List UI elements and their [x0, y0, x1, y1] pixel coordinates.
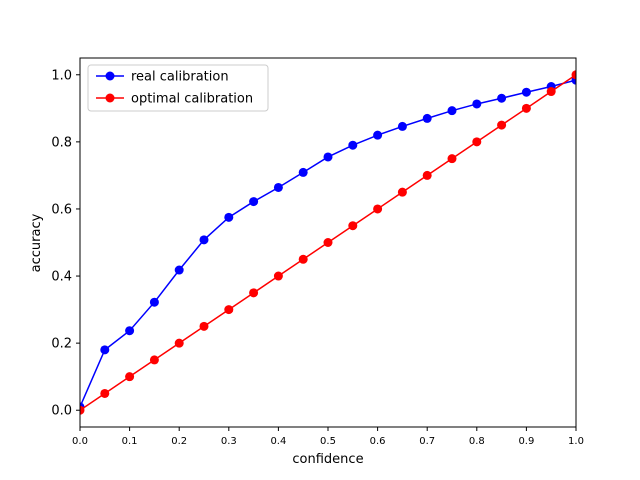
legend-label: optimal calibration [131, 92, 253, 107]
data-point [373, 204, 383, 214]
y-tick-label: 1.0 [51, 68, 72, 83]
data-point [348, 221, 358, 231]
x-tick-label: 0.9 [518, 436, 534, 447]
data-point [422, 113, 432, 123]
legend-marker [105, 71, 115, 81]
data-point [273, 182, 283, 192]
data-point [249, 288, 259, 298]
x-tick-label: 0.2 [171, 436, 187, 447]
axis-ticks: 0.0 0.1 0.2 0.3 0.4 0.5 0.6 0.7 0.8 0.9 1.0 0.0 0.2 0… [51, 68, 584, 447]
data-point [298, 254, 308, 264]
data-point [447, 106, 457, 116]
data-point [224, 305, 234, 315]
data-point [323, 238, 333, 247]
x-tick-label: 0.6 [370, 436, 386, 447]
data-point [149, 355, 159, 365]
data-point [397, 121, 407, 131]
data-point [174, 265, 184, 275]
data-point [273, 271, 283, 281]
legend-entry: real calibration [96, 70, 229, 85]
data-point [224, 212, 234, 222]
data-point [125, 372, 135, 382]
y-tick-label: 0.0 [51, 404, 72, 419]
data-point [348, 140, 358, 150]
y-axis-label: accuracy [29, 213, 44, 272]
x-tick-label: 0.7 [419, 436, 435, 447]
legend-marker [105, 93, 115, 103]
data-point [497, 93, 507, 103]
data-point [546, 87, 556, 97]
x-tick-label: 0.0 [72, 436, 88, 447]
data-point [125, 326, 135, 336]
data-point [422, 170, 432, 180]
legend-label: real calibration [131, 70, 229, 85]
data-point [298, 167, 308, 177]
y-tick-label: 0.2 [51, 337, 72, 352]
data-point [174, 338, 184, 348]
data-point [472, 99, 482, 109]
x-axis-label: confidence [292, 452, 363, 467]
legend: real calibration optimal calibration [87, 64, 269, 112]
data-point [199, 321, 209, 331]
data-point [100, 388, 110, 398]
data-point [497, 120, 507, 130]
y-tick-label: 0.8 [51, 135, 72, 150]
data-point [397, 187, 407, 197]
x-tick-label: 0.5 [320, 436, 336, 447]
data-point [472, 137, 482, 147]
legend-entry: optimal calibration [96, 92, 253, 107]
data-point [100, 345, 110, 355]
series-optimal-calibration [80, 70, 576, 415]
data-point [149, 297, 159, 307]
data-point [373, 130, 383, 140]
data-point [323, 152, 333, 162]
data-point [571, 70, 576, 80]
x-tick-label: 0.4 [270, 436, 286, 447]
x-tick-label: 0.8 [469, 436, 485, 447]
y-tick-label: 0.6 [51, 202, 72, 217]
series-real-calibration [80, 75, 576, 412]
legend-box [87, 64, 269, 112]
x-tick-label: 0.1 [122, 436, 138, 447]
data-point [521, 103, 531, 113]
data-point [80, 405, 85, 415]
data-point [199, 235, 209, 245]
plot-area [79, 57, 577, 428]
x-tick-label: 1.0 [568, 436, 584, 447]
y-tick-label: 0.4 [51, 270, 72, 285]
data-point [447, 154, 457, 164]
data-point [249, 197, 259, 207]
data-point [521, 87, 531, 97]
x-tick-label: 0.3 [221, 436, 237, 447]
